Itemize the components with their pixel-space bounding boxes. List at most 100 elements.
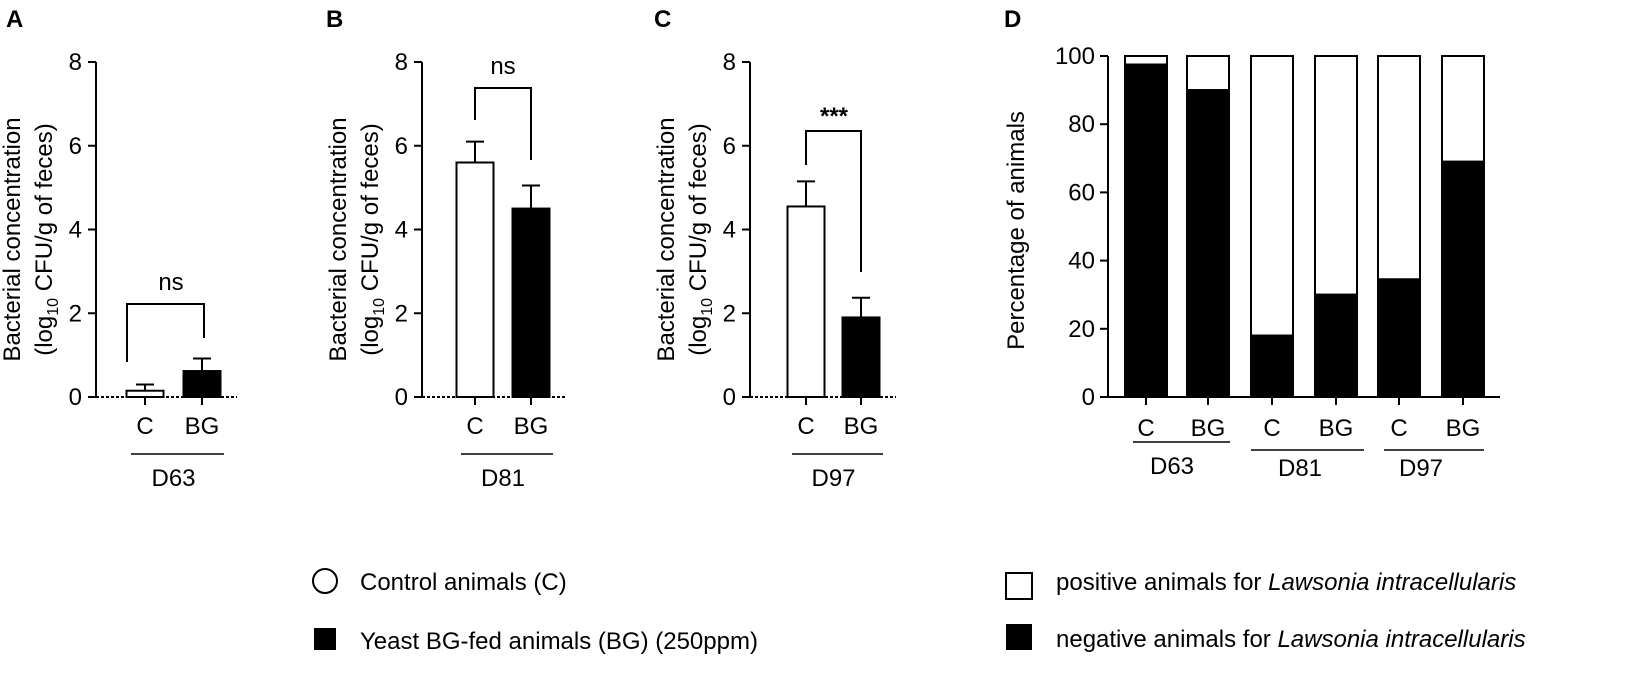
x-tick-label: C [1137, 415, 1154, 442]
significance-label: ns [490, 53, 515, 80]
bar-positive-c [1250, 55, 1294, 337]
y-tick-label: 80 [1068, 111, 1095, 138]
panel-a: A 0 2 4 6 8 Bacterial concentration (log10 CFU/… [0, 6, 237, 492]
bar-c [455, 161, 495, 398]
y-axis-label-part: (log [31, 316, 58, 356]
panel-b: B 0 2 4 6 8 Bacterial concentration (log10 CFU/… [325, 6, 566, 492]
bar-positive-bg [1186, 55, 1230, 92]
y-tick-label: 6 [723, 133, 736, 160]
y-tick-label: 6 [395, 133, 408, 160]
y-axis-label-part: (log [357, 316, 384, 356]
bar-positive-c [1124, 55, 1168, 66]
y-axis-label: Bacterial concentration [0, 117, 26, 361]
bar-positive-c [1377, 55, 1421, 281]
panel-letter: C [654, 6, 671, 33]
group-label: D81 [481, 465, 525, 492]
y-tick-label: 2 [395, 300, 408, 327]
bar-bg [182, 370, 222, 399]
y-axis-label-2: (log10 CFU/g of feces) [685, 123, 716, 356]
group-label: D63 [151, 465, 195, 492]
y-axis-label-part: CFU/g of feces) [31, 123, 58, 298]
group-label: D81 [1278, 455, 1322, 482]
legend-bg-label: Yeast BG-fed animals (BG) (250ppm) [360, 628, 758, 655]
y-axis-label: Bacterial concentration [653, 117, 680, 361]
y-tick-label: 40 [1068, 248, 1095, 275]
panel-letter: D [1004, 6, 1021, 33]
bar-negative-c [1250, 334, 1294, 398]
bar-c [786, 205, 826, 398]
group-label: D63 [1150, 453, 1194, 480]
y-tick-label: 2 [69, 300, 82, 327]
legend-positive-label: positive animals for Lawsonia intracellu… [1056, 569, 1516, 596]
bar-bg [511, 207, 551, 398]
y-tick-label: 100 [1055, 43, 1095, 70]
y-tick-label: 6 [69, 133, 82, 160]
group-label: D97 [1399, 455, 1443, 482]
y-tick-label: 0 [69, 384, 82, 411]
y-tick-label: 8 [395, 49, 408, 76]
bar-negative-c [1124, 63, 1168, 399]
y-tick-label: 4 [395, 217, 408, 244]
significance-label: ns [158, 269, 183, 296]
legend-bg-marker [314, 628, 336, 650]
bar-negative-c [1377, 278, 1421, 399]
panel-letter: B [326, 6, 343, 33]
bar-negative-bg [1314, 293, 1358, 399]
y-tick-label: 60 [1068, 179, 1095, 206]
y-tick-label: 4 [723, 217, 736, 244]
y-tick-label: 0 [395, 384, 408, 411]
bar-positive-bg [1441, 55, 1485, 163]
y-axis-label-subscript: 10 [699, 298, 716, 316]
significance-label: *** [820, 103, 849, 130]
y-tick-label: 20 [1068, 316, 1095, 343]
x-tick-label: BG [514, 413, 549, 440]
legend-positive-prefix: positive animals for [1056, 569, 1268, 596]
x-tick-label: C [1263, 415, 1280, 442]
y-tick-label: 8 [69, 49, 82, 76]
bar-negative-bg [1186, 89, 1230, 398]
x-tick-label: C [136, 413, 153, 440]
y-axis-label-part: CFU/g of feces) [685, 123, 712, 298]
x-tick-label: C [466, 413, 483, 440]
y-tick-label: 0 [1082, 384, 1095, 411]
significance-bracket [805, 130, 862, 272]
panel-c: C 0 2 4 6 8 Bacterial concentration (log10 CFU/… [653, 6, 896, 492]
x-tick-label: BG [1191, 415, 1226, 442]
y-tick-label: 0 [723, 384, 736, 411]
y-axis-label-part: CFU/g of feces) [357, 123, 384, 298]
y-axis-label-2: (log10 CFU/g of feces) [31, 123, 62, 356]
legend-negative-species: Lawsonia intracellularis [1277, 626, 1525, 653]
legend-right: positive animals for Lawsonia intracellu… [1005, 569, 1526, 653]
x-tick-label: C [1390, 415, 1407, 442]
legend-control-label: Control animals (C) [360, 569, 567, 596]
x-tick-label: BG [1446, 415, 1481, 442]
significance-bracket [126, 303, 205, 362]
y-tick-label: 4 [69, 217, 82, 244]
panel-d: D 0 20 40 60 80 100 Percentage of animals C BG C BG… [1003, 6, 1500, 482]
y-tick-label: 8 [723, 49, 736, 76]
panel-letter: A [6, 6, 23, 33]
legend-negative-label: negative animals for Lawsonia intracellu… [1056, 626, 1526, 653]
bar-negative-bg [1441, 160, 1485, 398]
legend-negative-marker [1006, 624, 1032, 650]
significance-bracket [474, 87, 532, 160]
x-tick-label: C [797, 413, 814, 440]
y-axis-label: Bacterial concentration [325, 117, 352, 361]
legend-control-marker [312, 568, 338, 594]
y-axis-label-subscript: 10 [371, 298, 388, 316]
legend-negative-prefix: negative animals for [1056, 626, 1277, 653]
legend-positive-marker [1005, 572, 1033, 600]
bar-bg [841, 316, 881, 398]
x-tick-label: BG [844, 413, 879, 440]
y-axis-label-2: (log10 CFU/g of feces) [357, 123, 388, 356]
y-axis-label-subscript: 10 [45, 298, 62, 316]
x-tick-label: BG [1319, 415, 1354, 442]
y-axis-label-part: (log [685, 316, 712, 356]
legend-positive-species: Lawsonia intracellularis [1268, 569, 1516, 596]
legend-left: Control animals (C) Yeast BG-fed animals … [312, 568, 758, 655]
x-tick-label: BG [185, 413, 220, 440]
y-axis-label: Percentage of animals [1003, 111, 1030, 350]
y-tick-label: 2 [723, 300, 736, 327]
group-label: D97 [811, 465, 855, 492]
